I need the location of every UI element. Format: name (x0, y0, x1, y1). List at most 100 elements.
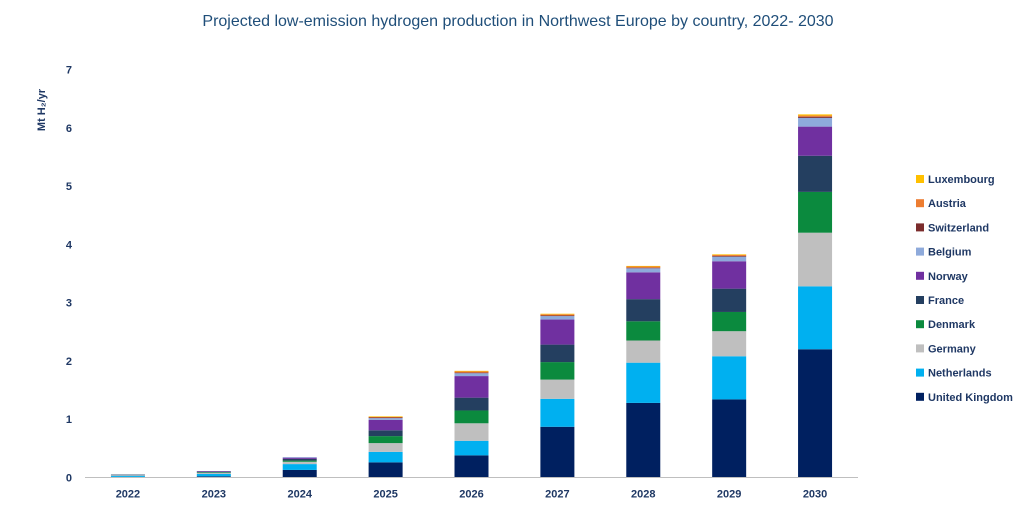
bar-segment-france-2028 (626, 299, 661, 322)
legend-item: France (916, 295, 964, 307)
legend-item: Belgium (916, 247, 972, 259)
bar-segment-germany-2022 (110, 475, 145, 476)
bar-segment-germany-2026 (454, 423, 489, 441)
chart-title: Projected low-emission hydrogen producti… (202, 13, 833, 30)
legend-item: Norway (916, 271, 969, 283)
y-tick-label: 2 (66, 356, 72, 368)
bar-segment-austria-2025 (368, 416, 403, 418)
bar-segment-netherlands-2024 (282, 464, 317, 470)
bar-segment-switzerland-2026 (454, 372, 489, 374)
x-tick-label: 2022 (116, 489, 140, 501)
y-tick-label: 1 (66, 414, 72, 426)
legend-item: Switzerland (916, 222, 989, 234)
bar-segment-denmark-2025 (368, 436, 403, 444)
bar-segment-germany-2029 (712, 331, 747, 357)
bar-segment-france-2029 (712, 288, 747, 312)
bar-segment-denmark-2028 (626, 321, 661, 341)
bar-segment-norway-2030 (798, 126, 833, 156)
legend-swatch (916, 271, 924, 280)
y-tick-label: 5 (66, 181, 72, 193)
bar-segment-austria-2027 (540, 314, 575, 316)
bar-segment-switzerland-2025 (368, 417, 403, 419)
bar-segment-united-kingdom-2029 (712, 399, 747, 478)
bar-segment-austria-2028 (626, 266, 661, 268)
bar-segment-norway-2025 (368, 419, 403, 431)
bar-segment-austria-2029 (712, 254, 747, 257)
bar-segment-united-kingdom-2028 (626, 402, 661, 478)
bar-segment-netherlands-2025 (368, 451, 403, 463)
x-tick-label: 2030 (803, 489, 827, 501)
bar-segment-austria-2026 (454, 371, 489, 373)
legend-item: Netherlands (916, 368, 992, 380)
bar-segment-germany-2028 (626, 340, 661, 363)
bar-segment-luxembourg-2025 (368, 416, 403, 417)
bar-segment-france-2025 (368, 430, 403, 437)
legend-label: Germany (928, 343, 977, 355)
plot-area: 0 1 2 3 4 5 6 7 2022 2023 2024 2025 2026 2027 2028 2029… (66, 65, 858, 501)
bar-segment-norway-2024 (282, 457, 317, 459)
legend-swatch (916, 368, 924, 377)
bar-segment-switzerland-2029 (712, 256, 747, 257)
legend-swatch (916, 344, 924, 353)
bar-segment-austria-2030 (798, 115, 833, 117)
legend-label: Austria (928, 198, 967, 210)
y-axis-label: Mt H₂/yr (36, 88, 48, 131)
bar-segment-germany-2023 (196, 472, 231, 475)
bar-segment-norway-2026 (454, 376, 489, 398)
bar-segment-denmark-2024 (282, 460, 317, 462)
bar-segment-denmark-2026 (454, 410, 489, 424)
bar-segment-netherlands-2026 (454, 440, 489, 456)
bar-segment-denmark-2023 (196, 472, 231, 473)
legend-item: Luxembourg (916, 174, 995, 186)
y-tick-label: 3 (66, 298, 72, 310)
bar-segment-belgium-2028 (626, 268, 661, 273)
legend-item: Germany (916, 343, 977, 355)
bar-segment-united-kingdom-2027 (540, 426, 575, 478)
bar-segment-france-2023 (196, 471, 231, 473)
bar-segment-belgium-2027 (540, 316, 575, 320)
bar-segment-denmark-2030 (798, 191, 833, 233)
bar-segment-france-2030 (798, 155, 833, 192)
legend-label: France (928, 295, 964, 307)
bar-segment-germany-2024 (282, 461, 317, 465)
x-tick-label: 2024 (287, 489, 312, 501)
x-tick-label: 2027 (545, 489, 569, 501)
bar-segment-netherlands-2022 (110, 475, 145, 477)
bar-segment-netherlands-2027 (540, 398, 575, 427)
bar-segment-belgium-2029 (712, 256, 747, 262)
x-tick-label: 2023 (202, 489, 226, 501)
legend-label: United Kingdom (928, 392, 1013, 404)
legend-swatch (916, 320, 924, 329)
bar-segment-denmark-2029 (712, 311, 747, 332)
bar-segment-united-kingdom-2025 (368, 462, 403, 478)
bar-segment-netherlands-2029 (712, 356, 747, 400)
legend-swatch (916, 247, 924, 256)
legend-label: Belgium (928, 247, 972, 259)
bar-segment-france-2026 (454, 397, 489, 411)
bar-segment-netherlands-2030 (798, 286, 833, 350)
x-tick-label: 2025 (373, 489, 397, 501)
legend-label: Switzerland (928, 222, 989, 234)
bar-segment-netherlands-2028 (626, 362, 661, 403)
bar-segment-norway-2027 (540, 319, 575, 345)
bar-segment-switzerland-2030 (798, 116, 833, 118)
bar-segment-united-kingdom-2026 (454, 455, 489, 478)
bar-segment-belgium-2026 (454, 373, 489, 377)
y-tick-label: 0 (66, 473, 72, 485)
legend-label: Norway (928, 271, 969, 283)
y-tick-label: 6 (66, 123, 72, 135)
bar-segment-united-kingdom-2024 (282, 469, 317, 478)
bar-segment-luxembourg-2027 (540, 313, 575, 315)
bar-segment-belgium-2024 (282, 457, 317, 458)
bar-segment-denmark-2027 (540, 362, 575, 380)
x-tick-label: 2029 (717, 489, 741, 501)
bar-segment-norway-2023 (196, 471, 231, 472)
bar-segment-france-2022 (110, 474, 145, 476)
bar-segment-germany-2030 (798, 232, 833, 287)
legend-label: Luxembourg (928, 174, 995, 186)
legend-swatch (916, 199, 924, 208)
bar-segment-luxembourg-2026 (454, 370, 489, 372)
bar-segment-netherlands-2023 (196, 474, 231, 477)
bar-segment-france-2027 (540, 344, 575, 363)
